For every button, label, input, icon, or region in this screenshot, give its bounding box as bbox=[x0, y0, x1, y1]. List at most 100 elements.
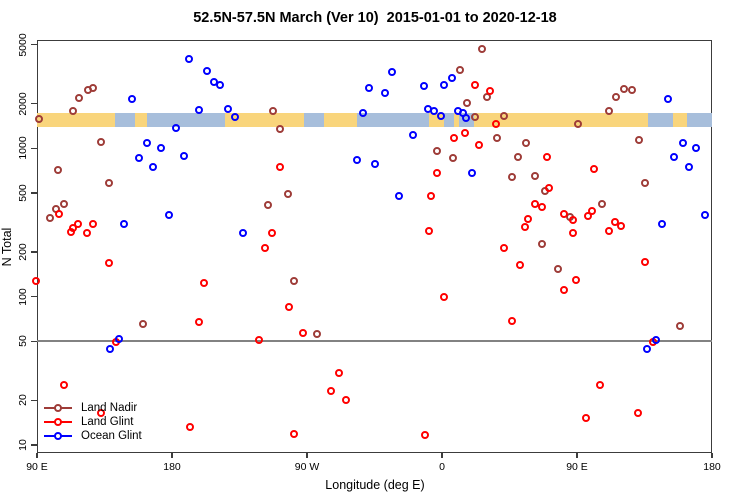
band-segment-ocean bbox=[443, 112, 454, 128]
data-point-land-glint bbox=[276, 163, 285, 172]
data-point-land-glint bbox=[492, 120, 501, 128]
x-tick bbox=[36, 453, 38, 458]
y-tick-label: 50 bbox=[17, 335, 29, 348]
data-point-land-nadir bbox=[35, 114, 44, 123]
data-point-ocean-glint bbox=[448, 74, 457, 83]
data-point-land-nadir bbox=[54, 166, 63, 175]
data-point-land-glint bbox=[255, 335, 264, 344]
data-point-land-glint bbox=[560, 286, 569, 295]
data-point-land-nadir bbox=[620, 85, 629, 94]
y-tick-label: 500 bbox=[17, 184, 29, 202]
data-point-land-nadir bbox=[471, 112, 480, 121]
data-point-ocean-glint bbox=[371, 160, 380, 169]
data-point-land-glint bbox=[425, 227, 434, 236]
data-point-land-nadir bbox=[478, 44, 487, 53]
data-point-land-nadir bbox=[463, 98, 472, 107]
y-tick bbox=[31, 444, 37, 446]
data-point-land-glint bbox=[475, 140, 484, 149]
data-point-land-nadir bbox=[290, 276, 299, 285]
data-point-land-nadir bbox=[612, 93, 621, 102]
y-axis-title: N Total bbox=[0, 227, 14, 267]
data-point-ocean-glint bbox=[701, 210, 710, 219]
data-point-land-glint bbox=[200, 279, 209, 288]
data-point-land-nadir bbox=[89, 84, 98, 93]
y-tick bbox=[31, 340, 37, 342]
data-point-land-nadir bbox=[574, 119, 583, 128]
data-point-land-glint bbox=[89, 220, 98, 229]
y-tick bbox=[31, 399, 37, 402]
band-segment-land bbox=[134, 112, 147, 128]
data-point-land-glint bbox=[335, 369, 344, 378]
x-tick bbox=[576, 453, 578, 458]
y-tick-label: 10 bbox=[17, 439, 29, 451]
data-point-land-glint bbox=[195, 317, 204, 326]
data-point-ocean-glint bbox=[128, 95, 137, 104]
data-point-ocean-glint bbox=[643, 344, 652, 353]
data-point-ocean-glint bbox=[172, 123, 181, 132]
x-tick-label: 90 E bbox=[26, 461, 48, 473]
data-point-land-glint bbox=[461, 129, 470, 138]
data-point-land-nadir bbox=[96, 137, 105, 146]
data-point-land-glint bbox=[634, 408, 643, 417]
data-point-land-nadir bbox=[456, 65, 465, 74]
data-point-ocean-glint bbox=[165, 210, 174, 219]
x-tick bbox=[306, 453, 308, 458]
y-tick-label: 2000 bbox=[17, 91, 29, 116]
data-point-land-glint bbox=[572, 275, 581, 284]
y-tick-label: 100 bbox=[17, 287, 29, 306]
data-point-land-nadir bbox=[105, 178, 114, 187]
data-point-land-glint bbox=[508, 316, 517, 325]
data-point-land-glint bbox=[285, 303, 294, 312]
data-point-ocean-glint bbox=[468, 169, 477, 178]
data-point-ocean-glint bbox=[353, 156, 362, 165]
chart-title: 52.5N-57.5N March (Ver 10) 2015-01-01 to… bbox=[193, 10, 557, 26]
data-point-land-nadir bbox=[598, 199, 607, 208]
data-point-land-glint bbox=[543, 153, 552, 162]
data-point-land-nadir bbox=[264, 200, 273, 209]
data-point-ocean-glint bbox=[692, 144, 701, 153]
data-point-land-nadir bbox=[628, 86, 637, 95]
data-point-land-glint bbox=[486, 87, 495, 96]
legend-marker-circle bbox=[54, 404, 62, 412]
legend-label: Land Glint bbox=[81, 416, 134, 428]
legend-item: Land Nadir bbox=[44, 401, 142, 415]
data-point-ocean-glint bbox=[670, 153, 679, 162]
data-point-land-nadir bbox=[500, 111, 509, 120]
x-tick-label: 90 W bbox=[294, 461, 320, 473]
y-tick-label: 20 bbox=[17, 394, 29, 407]
data-point-ocean-glint bbox=[395, 191, 404, 200]
data-point-land-glint bbox=[538, 203, 547, 212]
reference-line-50 bbox=[37, 340, 712, 343]
data-point-land-nadir bbox=[493, 133, 502, 142]
y-tick-label: 1000 bbox=[17, 136, 29, 160]
data-point-land-glint bbox=[55, 210, 64, 219]
data-point-land-glint bbox=[290, 430, 299, 439]
data-point-land-glint bbox=[590, 165, 599, 174]
data-point-land-nadir bbox=[138, 319, 147, 328]
legend-label: Land Nadir bbox=[81, 402, 138, 414]
data-point-land-glint bbox=[524, 215, 533, 224]
data-point-ocean-glint bbox=[658, 220, 667, 229]
data-point-land-nadir bbox=[75, 94, 84, 103]
y-tick bbox=[31, 44, 37, 46]
data-point-land-nadir bbox=[554, 264, 563, 273]
data-point-land-nadir bbox=[45, 214, 54, 223]
band-segment-ocean bbox=[356, 112, 429, 128]
data-point-ocean-glint bbox=[420, 82, 429, 91]
data-point-ocean-glint bbox=[185, 54, 194, 63]
data-point-ocean-glint bbox=[388, 67, 397, 76]
data-point-land-nadir bbox=[449, 154, 458, 163]
data-point-land-glint bbox=[83, 229, 92, 238]
legend-marker-circle bbox=[54, 432, 62, 440]
data-point-land-nadir bbox=[514, 153, 523, 162]
data-point-ocean-glint bbox=[685, 163, 694, 172]
data-point-land-glint bbox=[569, 229, 578, 238]
band-segment-ocean bbox=[115, 112, 135, 128]
y-tick bbox=[31, 103, 37, 105]
data-point-land-glint bbox=[471, 81, 480, 90]
data-point-ocean-glint bbox=[135, 154, 144, 163]
data-point-land-glint bbox=[588, 207, 597, 216]
data-point-land-glint bbox=[500, 244, 509, 253]
data-point-land-glint bbox=[560, 210, 569, 219]
data-point-land-glint bbox=[268, 229, 277, 238]
